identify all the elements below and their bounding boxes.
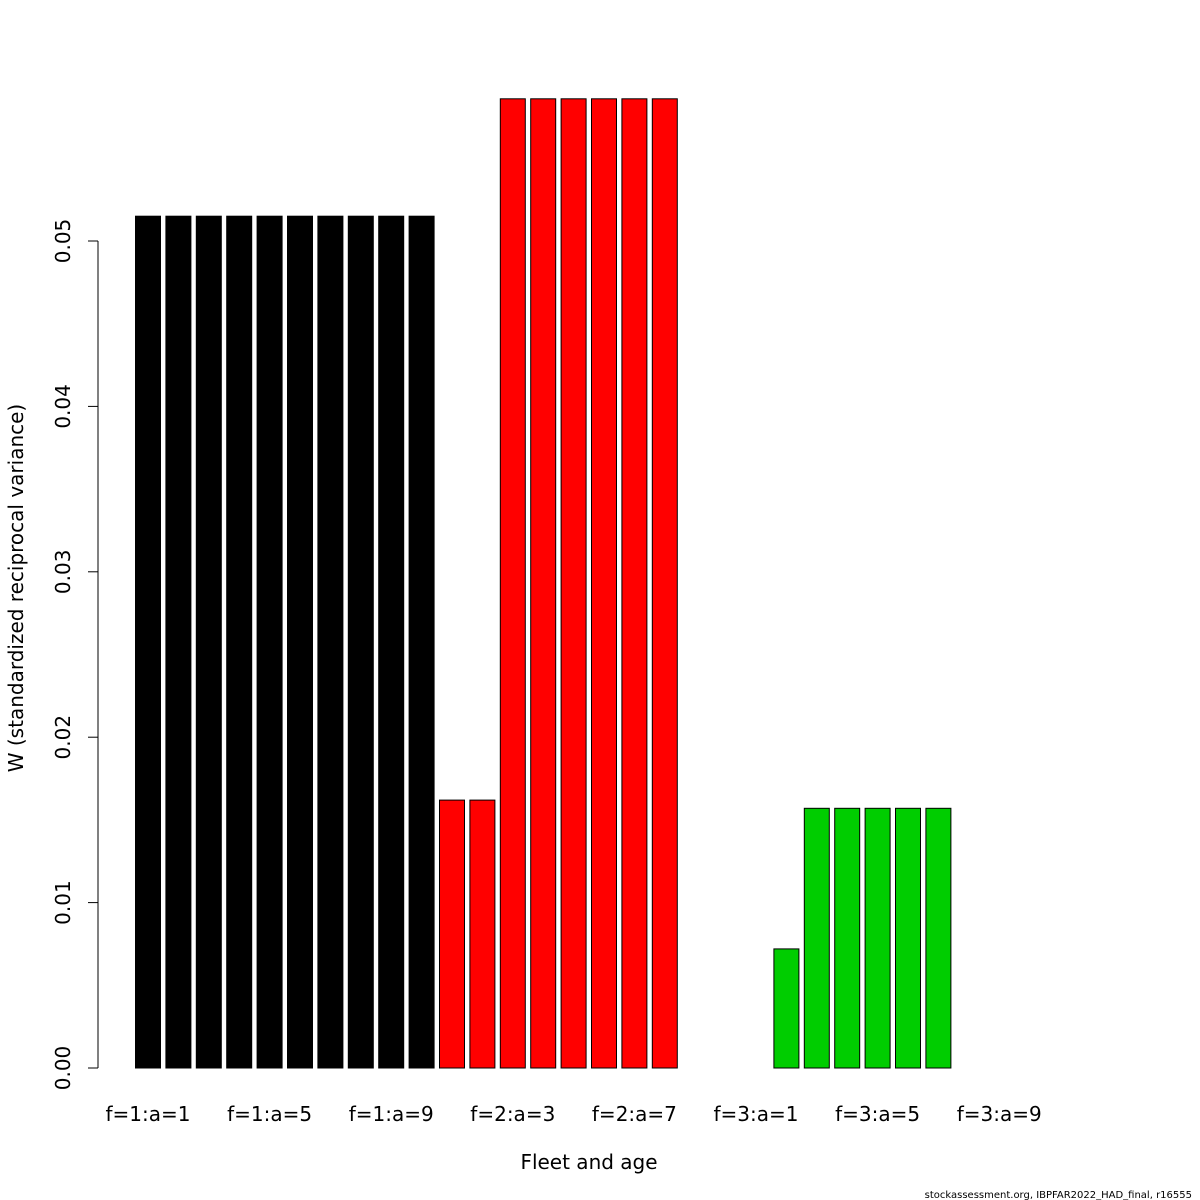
y-tick-label: 0.01 <box>51 880 75 925</box>
bar-f-2-a-1 <box>439 799 465 1069</box>
x-tick-label: f=3:a=5 <box>835 1102 920 1126</box>
x-tick-label: f=3:a=9 <box>957 1102 1042 1126</box>
bar-f-3-a-2 <box>773 948 800 1069</box>
bar-f-1-a-2 <box>165 215 192 1069</box>
bar-f-3-a-6 <box>895 807 921 1069</box>
bar-f-1-a-6 <box>287 215 313 1069</box>
bars-group <box>135 98 952 1069</box>
bar-f-2-a-6 <box>591 98 617 1069</box>
bar-f-1-a-5 <box>256 215 283 1069</box>
bar-f-1-a-8 <box>347 215 374 1069</box>
footer-credit: stockassessment.org, IBPFAR2022_HAD_fina… <box>925 1190 1192 1200</box>
bar-f-2-a-3 <box>499 98 526 1069</box>
bar-f-1-a-1 <box>135 215 161 1069</box>
bar-f-2-a-4 <box>530 98 557 1069</box>
y-axis-title: W (standardized reciprocal variance) <box>4 404 28 773</box>
y-tick-label: 0.04 <box>51 384 75 429</box>
bar-f-2-a-2 <box>469 799 496 1069</box>
x-tick-label: f=3:a=1 <box>714 1102 799 1126</box>
bar-f-1-a-7 <box>317 215 344 1069</box>
x-tick-label: f=1:a=9 <box>349 1102 434 1126</box>
bar-f-2-a-7 <box>621 98 648 1069</box>
bar-f-2-a-8 <box>651 98 678 1069</box>
x-tick-label: f=2:a=7 <box>592 1102 677 1126</box>
x-tick-label: f=2:a=3 <box>470 1102 555 1126</box>
y-tick-label: 0.03 <box>51 550 75 595</box>
x-tick-label: f=1:a=1 <box>106 1102 191 1126</box>
bar-f-1-a-9 <box>378 215 405 1069</box>
x-axis-title: Fleet and age <box>520 1150 657 1174</box>
bar-f-1-a-4 <box>226 215 253 1069</box>
bar-f-1-a-3 <box>195 215 222 1069</box>
y-tick-label: 0.02 <box>51 715 75 760</box>
bar-f-2-a-5 <box>560 98 587 1069</box>
bar-f-3-a-5 <box>864 807 891 1069</box>
x-tick-label: f=1:a=5 <box>227 1102 312 1126</box>
bar-f-3-a-7 <box>925 807 952 1069</box>
y-axis: 0.00 0.01 0.02 0.03 0.04 0.05 <box>51 219 99 1091</box>
x-tick-labels: f=1:a=1 f=1:a=5 f=1:a=9 f=2:a=3 f=2:a=7 f=3:a… <box>106 1102 1042 1126</box>
y-tick-label: 0.00 <box>51 1046 75 1091</box>
bar-f-3-a-4 <box>834 807 861 1069</box>
bar-f-3-a-3 <box>803 807 830 1069</box>
bar-f-1-a-10 <box>408 215 435 1069</box>
y-tick-label: 0.05 <box>51 219 75 264</box>
